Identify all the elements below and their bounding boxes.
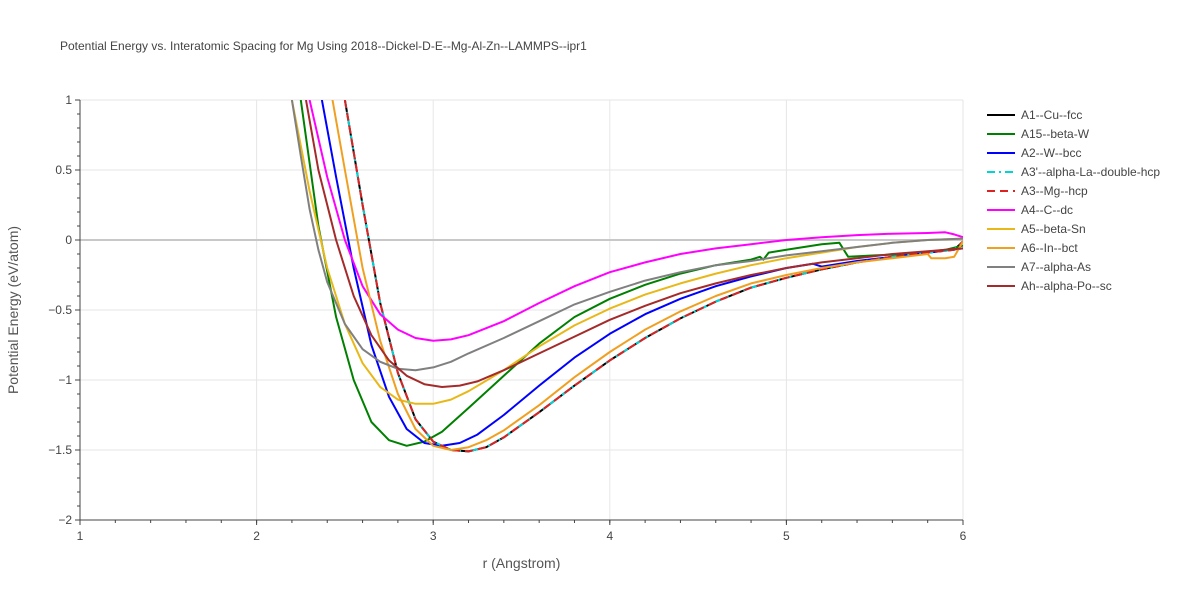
- y-tick-label: 0: [65, 233, 72, 247]
- legend-label: Ah--alpha-Po--sc: [1021, 279, 1112, 293]
- legend-label: A4--C--dc: [1021, 203, 1073, 217]
- series-line-a6-in-bct: [331, 100, 963, 451]
- x-axis-title: r (Angstrom): [483, 555, 561, 571]
- series-line-a2-w-bcc: [320, 100, 963, 447]
- legend-item[interactable]: A15--beta-W: [987, 127, 1090, 141]
- legend-label: A3--Mg--hcp: [1021, 184, 1088, 198]
- y-tick-label: 0.5: [55, 163, 72, 177]
- legend-label: A2--W--bcc: [1021, 146, 1081, 160]
- series-layer: [290, 100, 963, 453]
- series-line-a5-beta-sn: [290, 100, 963, 405]
- x-tick-label: 1: [77, 529, 84, 543]
- y-tick-label: −2: [58, 513, 72, 527]
- y-ticks: 1 0.5 0 −0.5 −1 −1.5 −2: [48, 93, 80, 527]
- legend-label: A3'--alpha-La--double-hcp: [1021, 165, 1160, 179]
- legend-item[interactable]: A7--alpha-As: [987, 260, 1091, 274]
- legend-label: A6--In--bct: [1021, 241, 1078, 255]
- x-tick-label: 5: [783, 529, 790, 543]
- legend-label: A5--beta-Sn: [1021, 222, 1086, 236]
- x-tick-label: 3: [430, 529, 437, 543]
- legend-item[interactable]: A4--C--dc: [987, 203, 1073, 217]
- x-tick-label: 6: [960, 529, 967, 543]
- legend-item[interactable]: A3'--alpha-La--double-hcp: [987, 165, 1160, 179]
- x-ticks: 1 2 3 4 5 6: [77, 520, 967, 543]
- series-line-a15-beta-w: [299, 100, 963, 447]
- series-line-a7-alpha-as: [290, 100, 963, 372]
- legend-item[interactable]: A3--Mg--hcp: [987, 184, 1088, 198]
- y-axis-title: Potential Energy (eV/atom): [5, 226, 21, 394]
- y-tick-label: −1.5: [48, 443, 72, 457]
- chart-title: Potential Energy vs. Interatomic Spacing…: [60, 39, 587, 53]
- legend-label: A7--alpha-As: [1021, 260, 1091, 274]
- legend-item[interactable]: Ah--alpha-Po--sc: [987, 279, 1112, 293]
- series-line-a3-alpha-la-double-hcp: [343, 100, 963, 453]
- x-tick-label: 2: [253, 529, 260, 543]
- y-tick-label: −1: [58, 373, 72, 387]
- series-line-ah-alpha-po-sc: [305, 100, 963, 388]
- y-tick-label: −0.5: [48, 303, 72, 317]
- legend[interactable]: A1--Cu--fcc A15--beta-W A2--W--bcc A3'--alp…: [987, 108, 1160, 293]
- series-line-a4-c-dc: [308, 100, 963, 342]
- legend-label: A15--beta-W: [1021, 127, 1090, 141]
- y-tick-label: 1: [65, 93, 72, 107]
- legend-item[interactable]: A1--Cu--fcc: [987, 108, 1082, 122]
- legend-item[interactable]: A2--W--bcc: [987, 146, 1081, 160]
- grid: [80, 99, 964, 520]
- legend-item[interactable]: A5--beta-Sn: [987, 222, 1086, 236]
- series-line-a1-cu-fcc: [343, 100, 963, 453]
- series-line-a3-mg-hcp: [343, 100, 963, 453]
- legend-item[interactable]: A6--In--bct: [987, 241, 1078, 255]
- legend-label: A1--Cu--fcc: [1021, 108, 1082, 122]
- x-tick-label: 4: [606, 529, 613, 543]
